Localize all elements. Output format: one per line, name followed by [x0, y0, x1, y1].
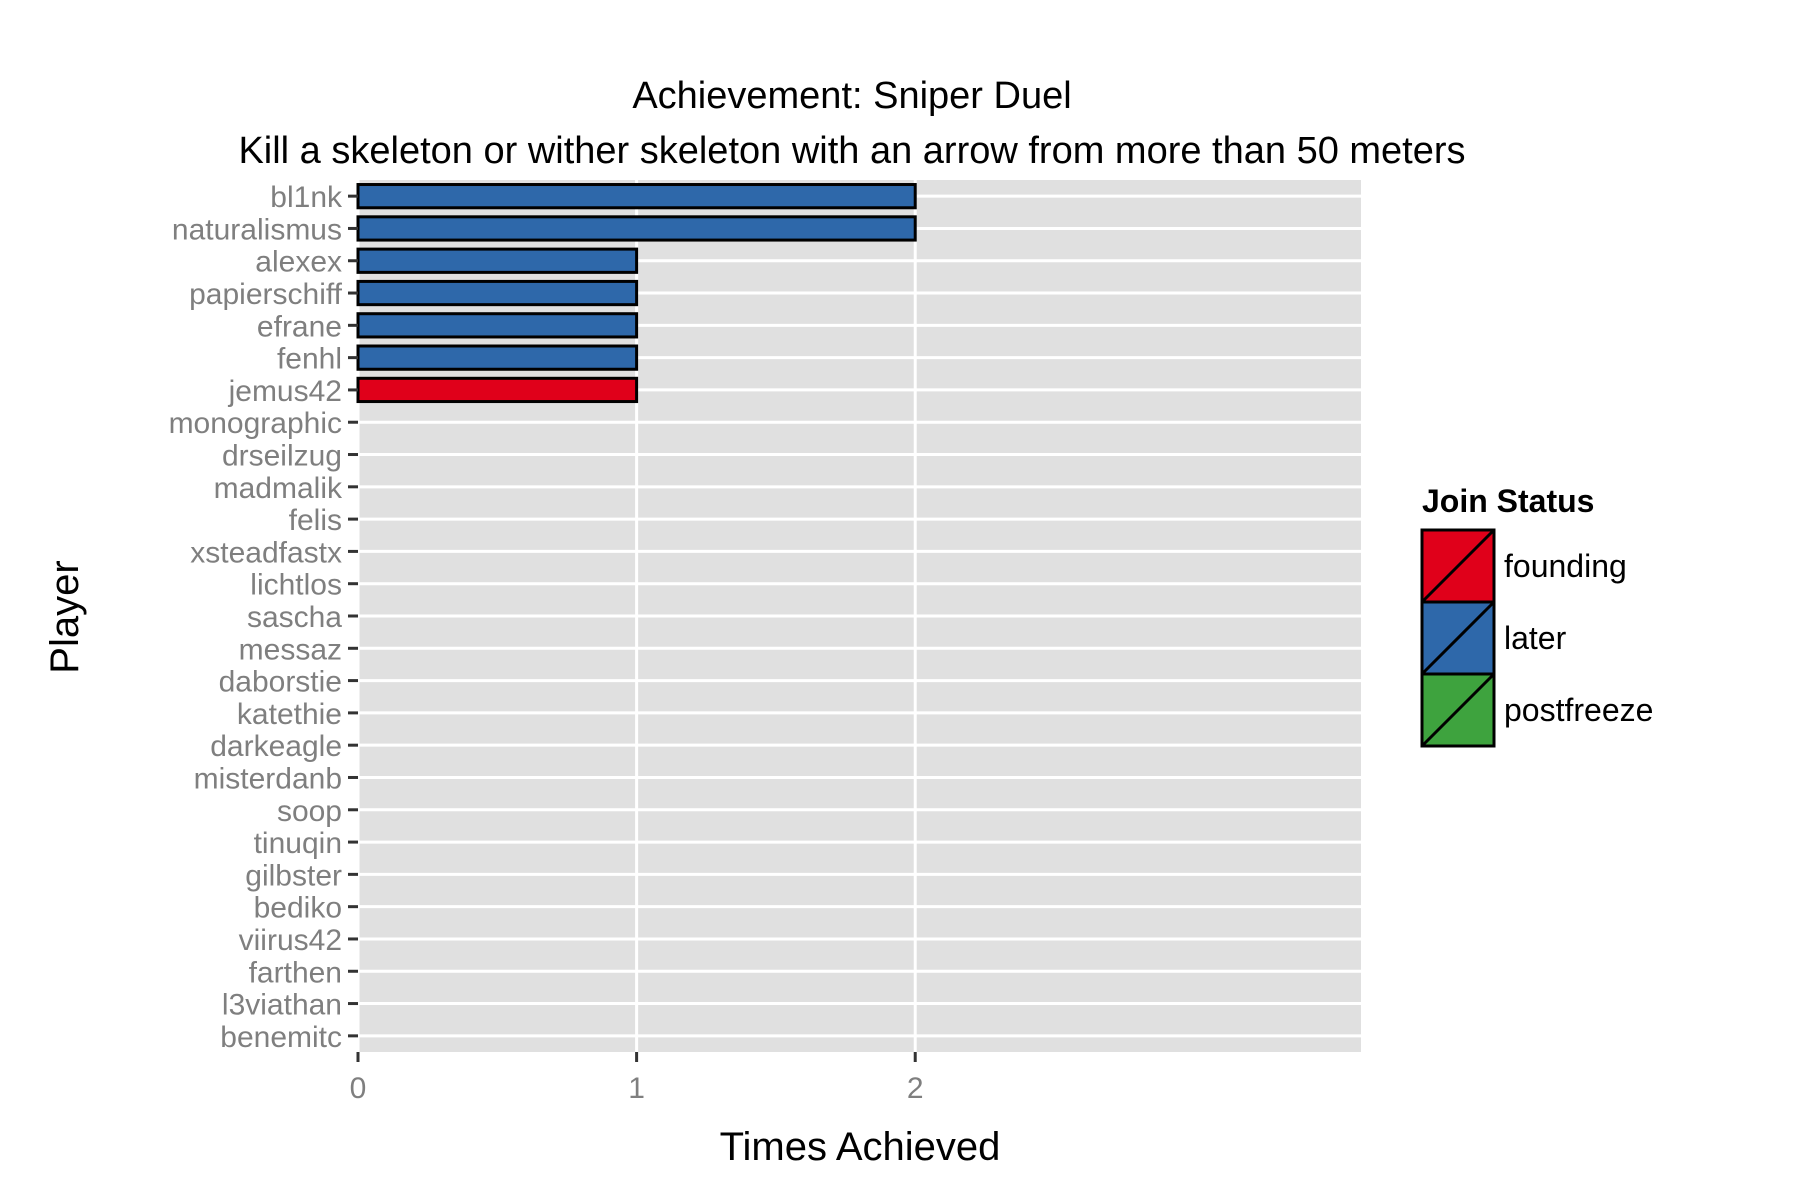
- y-tick-label: l3viathan: [222, 989, 342, 1022]
- y-tick-label: viirus42: [239, 924, 342, 957]
- bar: [356, 279, 639, 307]
- legend-key-slash: [1420, 672, 1496, 748]
- y-tick-label: tinuqin: [254, 827, 342, 860]
- chart-subtitle: Kill a skeleton or wither skeleton with …: [238, 130, 1465, 172]
- y-tick-label: papierschiff: [189, 278, 343, 311]
- y-tick-label: naturalismus: [172, 213, 342, 246]
- bar: [356, 215, 917, 242]
- x-axis: 0 1 2: [350, 1052, 924, 1105]
- y-tick-label: farthen: [249, 956, 342, 989]
- legend: Join Status founding later postfreeze: [1420, 483, 1653, 748]
- bar: [356, 183, 917, 210]
- y-tick-label: felis: [289, 504, 342, 537]
- x-tick-label: 2: [907, 1072, 924, 1105]
- legend-label: later: [1504, 620, 1567, 656]
- y-tick-label: alexex: [255, 246, 342, 279]
- x-tick-label: 0: [350, 1072, 367, 1105]
- y-tick-label: bl1nk: [270, 181, 343, 214]
- legend-key-slash: [1420, 600, 1496, 676]
- y-tick-label: efrane: [257, 310, 342, 343]
- bar: [356, 247, 639, 274]
- chart-title: Achievement: Sniper Duel: [632, 75, 1071, 117]
- legend-label: founding: [1504, 548, 1627, 584]
- y-tick-label: madmalik: [214, 472, 343, 505]
- bar: [356, 312, 639, 339]
- legend-key-slash: [1420, 528, 1496, 604]
- legend-title: Join Status: [1422, 483, 1594, 519]
- y-tick-label: messaz: [239, 633, 342, 666]
- y-tick-label: lichtlos: [250, 569, 342, 602]
- y-tick-label: xsteadfastx: [190, 536, 342, 569]
- y-tick-label: soop: [277, 795, 342, 828]
- bar: [356, 344, 639, 371]
- y-axis-title: Player: [43, 560, 87, 673]
- bar: [356, 376, 639, 404]
- y-tick-label: sascha: [247, 601, 342, 634]
- y-axis: bl1nknaturalismusalexexpapierschiffefran…: [169, 181, 358, 1054]
- x-tick-label: 1: [628, 1072, 645, 1105]
- y-tick-label: monographic: [169, 407, 342, 440]
- y-tick-label: bediko: [254, 892, 342, 925]
- y-tick-label: drseilzug: [222, 440, 342, 473]
- y-tick-label: jemus42: [228, 375, 342, 408]
- y-tick-label: gilbster: [245, 859, 342, 892]
- x-axis-title: Times Achieved: [720, 1125, 1001, 1169]
- y-tick-label: benemitc: [220, 1021, 342, 1054]
- y-tick-label: katethie: [237, 698, 342, 731]
- y-tick-label: daborstie: [219, 666, 342, 699]
- y-tick-label: fenhl: [277, 343, 342, 376]
- y-tick-label: darkeagle: [210, 730, 342, 763]
- legend-label: postfreeze: [1504, 692, 1653, 728]
- y-tick-label: misterdanb: [194, 762, 342, 795]
